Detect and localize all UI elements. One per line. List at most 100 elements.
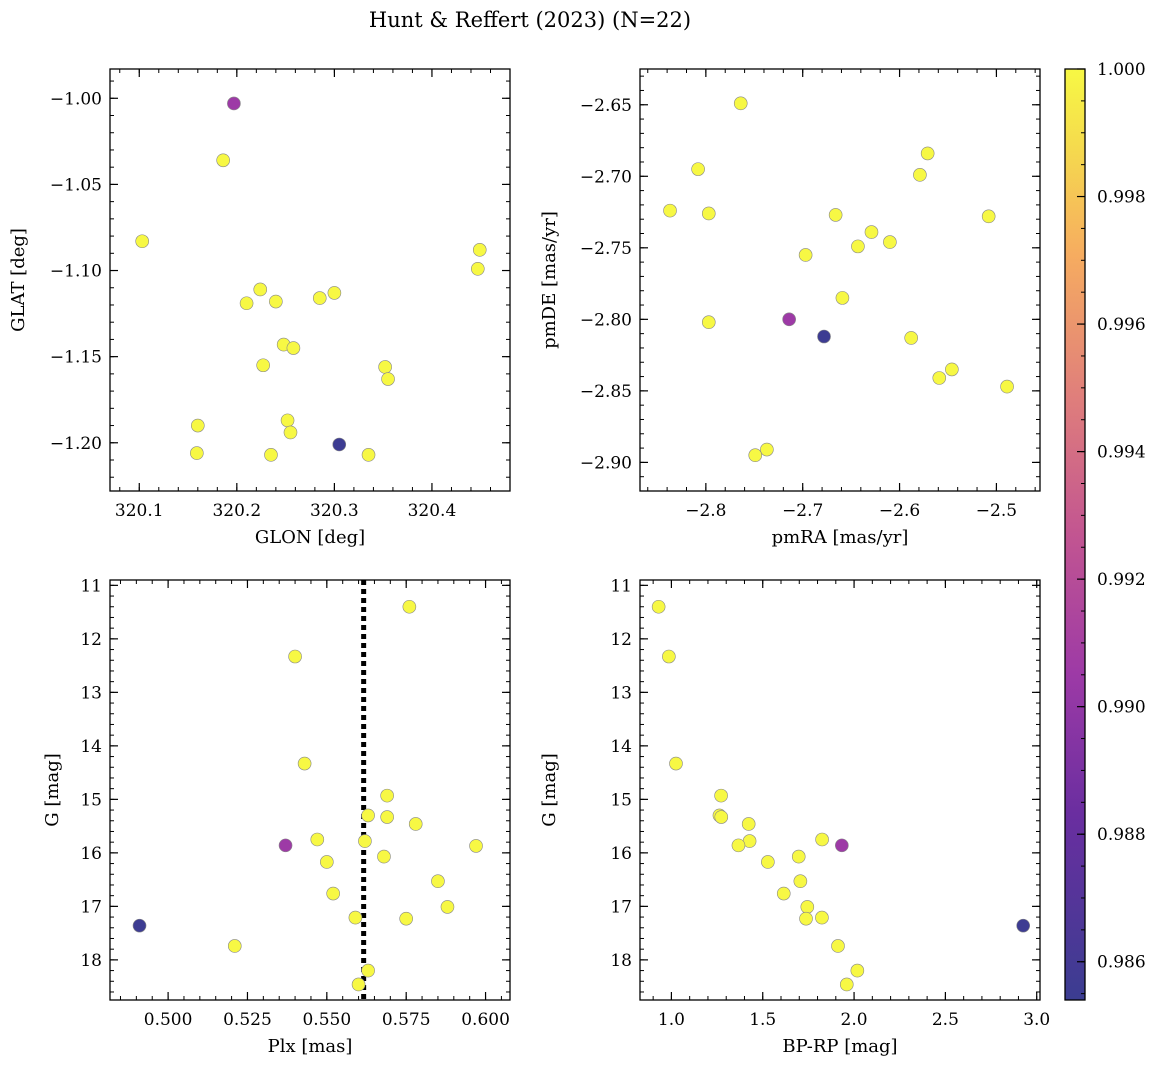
- y-tick-label: −1.10: [50, 262, 102, 282]
- y-tick-label: −2.90: [580, 453, 632, 473]
- data-point: [798, 248, 813, 262]
- x-tick-label: 0.575: [382, 1010, 431, 1030]
- x-tick-label: 0.550: [302, 1010, 351, 1030]
- data-point: [278, 838, 293, 853]
- data-point: [791, 849, 806, 864]
- data-point: [776, 886, 791, 901]
- data-point: [815, 910, 829, 925]
- data-point: [799, 911, 813, 926]
- colorbar-tick-label: 0.996: [1097, 315, 1146, 335]
- y-tick-label: 17: [610, 897, 632, 917]
- data-point: [472, 243, 487, 257]
- y-tick-label: −1.20: [50, 434, 102, 454]
- data-point: [378, 360, 392, 374]
- y-tick-label: 17: [80, 897, 102, 917]
- data-point: [782, 312, 796, 327]
- data-point: [327, 286, 342, 300]
- data-point: [731, 838, 746, 853]
- data-point: [253, 282, 268, 297]
- y-tick-label: 18: [80, 951, 102, 971]
- data-point: [312, 291, 327, 305]
- data-point: [239, 296, 254, 311]
- data-point: [733, 96, 748, 111]
- plot-frame: [109, 68, 511, 492]
- data-point: [286, 341, 301, 355]
- data-point: [408, 817, 423, 831]
- data-point: [817, 329, 831, 344]
- y-tick-label: −1.05: [50, 175, 102, 195]
- y-tick-label: 15: [80, 790, 102, 810]
- data-point: [761, 855, 775, 869]
- data-point: [190, 446, 204, 460]
- data-point: [310, 832, 325, 847]
- x-tick-label: 2.5: [932, 1010, 959, 1030]
- data-point: [280, 413, 295, 428]
- data-point: [431, 874, 445, 889]
- y-tick-label: 12: [80, 630, 102, 650]
- y-tick-label: −2.65: [580, 96, 632, 116]
- y-tick-label: −1.00: [50, 89, 102, 109]
- y-axis-label: G [mag]: [42, 753, 63, 826]
- x-tick-label: 0.525: [223, 1010, 272, 1030]
- y-axis-label: GLAT [deg]: [8, 228, 29, 332]
- y-tick-label: −2.70: [580, 167, 632, 187]
- y-tick-label: 18: [610, 951, 632, 971]
- data-point: [1016, 918, 1030, 933]
- y-axis-label: G [mag]: [539, 753, 560, 826]
- data-point: [904, 331, 918, 345]
- data-point: [471, 262, 485, 276]
- data-point: [264, 448, 278, 462]
- x-tick-label: 320.1: [115, 501, 164, 521]
- data-point: [269, 294, 283, 309]
- x-tick-label: 1.5: [749, 1010, 776, 1030]
- data-point: [913, 168, 927, 182]
- x-tick-label: 1.0: [658, 1010, 685, 1030]
- data-point: [381, 372, 395, 386]
- data-point: [1000, 379, 1014, 394]
- panel-1: 320.1 320.2 320.3 320.4 −1.00 −1.05 −1.10 −1.15…: [8, 68, 511, 548]
- data-point: [793, 874, 808, 889]
- data-point: [256, 358, 270, 373]
- plot-frame: [109, 579, 511, 1001]
- panel-4: 1.0 1.5 2.0 2.5 3.0 11 12 13 14 15 16 17 18 BP-RP [ma…: [539, 576, 1050, 1057]
- data-point: [216, 153, 230, 168]
- data-point: [469, 839, 483, 853]
- data-point: [760, 442, 774, 457]
- data-point: [351, 977, 366, 992]
- data-point: [227, 96, 241, 111]
- y-tick-label: −2.80: [580, 310, 632, 330]
- data-point: [701, 206, 716, 221]
- x-tick-label: 3.0: [1023, 1010, 1050, 1030]
- colorbar-tick-label: 1.000: [1097, 60, 1146, 80]
- y-tick-label: 13: [80, 683, 102, 703]
- data-point: [815, 832, 829, 847]
- figure-title: Hunt & Reffert (2023) (N=22): [369, 8, 691, 32]
- x-tick-label: 320.4: [408, 501, 457, 521]
- data-point: [227, 939, 242, 953]
- data-point: [851, 239, 865, 254]
- x-tick-label: 2.0: [841, 1010, 868, 1030]
- data-point: [662, 649, 676, 664]
- data-point: [835, 838, 849, 853]
- data-point: [741, 817, 756, 831]
- data-point: [932, 371, 947, 385]
- x-tick-label: −2.8: [685, 501, 726, 521]
- y-tick-label: 12: [610, 630, 632, 650]
- data-point: [651, 599, 666, 614]
- colorbar-tick-label: 0.986: [1097, 953, 1146, 973]
- x-axis-label: Plx [mas]: [268, 1036, 353, 1057]
- data-point: [399, 911, 413, 926]
- colorbar-tick-label: 0.988: [1097, 825, 1146, 845]
- colorbar-tick-label: 0.994: [1097, 443, 1146, 463]
- data-point: [380, 810, 394, 824]
- colorbar-tick-label: 0.998: [1097, 188, 1146, 208]
- x-tick-label: −2.7: [782, 501, 823, 521]
- data-point: [800, 900, 815, 914]
- data-point: [361, 963, 375, 978]
- y-tick-label: 13: [610, 683, 632, 703]
- data-point: [377, 849, 391, 864]
- data-point: [402, 599, 417, 614]
- data-point: [920, 146, 935, 161]
- plot-frame: [639, 579, 1041, 1001]
